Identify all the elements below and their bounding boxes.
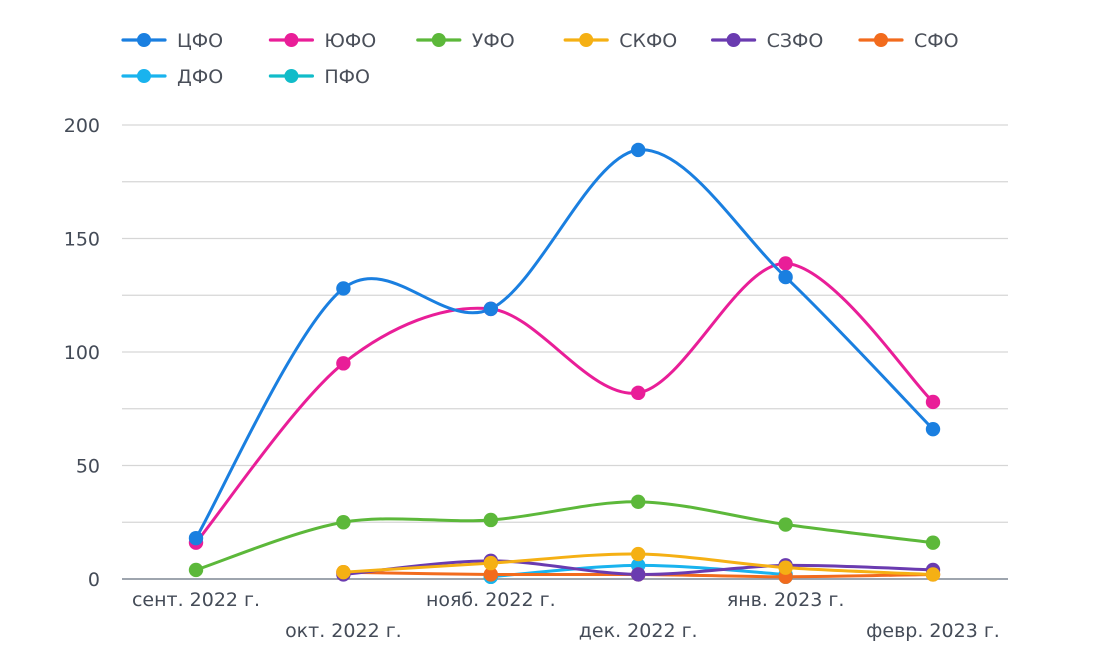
data-point[interactable] — [188, 562, 204, 578]
data-point[interactable] — [631, 546, 646, 562]
y-tick-label: 100 — [64, 342, 100, 364]
legend-marker — [137, 33, 151, 47]
legend-label: СКФО — [619, 30, 677, 52]
x-tick-label: нояб. 2022 г. — [426, 589, 556, 611]
series-lines — [194, 148, 935, 579]
legend-item[interactable]: СКФО — [563, 30, 677, 52]
x-tick-label: дек. 2022 г. — [579, 620, 698, 642]
legend-marker — [874, 33, 888, 47]
data-point[interactable] — [925, 567, 941, 582]
legend-item[interactable]: ЦФО — [121, 30, 223, 52]
x-axis: сент. 2022 г. окт. 2022 г. нояб. 2022 г. де… — [132, 589, 1000, 642]
data-point[interactable] — [483, 512, 498, 528]
legend-label: ЮФО — [324, 30, 376, 52]
legend-marker — [137, 69, 151, 83]
data-point[interactable] — [483, 567, 498, 582]
data-point[interactable] — [778, 517, 793, 532]
x-tick-label: окт. 2022 г. — [285, 620, 402, 642]
data-point[interactable] — [188, 530, 204, 546]
legend-marker — [579, 33, 594, 47]
legend-item[interactable]: СФО — [858, 30, 959, 52]
legend-marker — [284, 69, 299, 83]
legend-marker — [431, 33, 446, 47]
data-point[interactable] — [483, 555, 498, 571]
legend-item[interactable]: ПФО — [268, 66, 370, 88]
data-point[interactable] — [336, 515, 351, 530]
y-tick-label: 0 — [88, 569, 100, 591]
data-point[interactable] — [631, 385, 646, 401]
y-axis: 0 50 100 150 200 — [64, 115, 100, 591]
data-point[interactable] — [336, 281, 351, 296]
legend-label: ЦФО — [177, 30, 223, 52]
legend-item[interactable]: УФО — [416, 30, 515, 52]
series-line — [194, 500, 935, 572]
data-point[interactable] — [925, 535, 941, 550]
x-tick-label: сент. 2022 г. — [132, 589, 260, 611]
data-point[interactable] — [778, 269, 793, 285]
legend-item[interactable]: СЗФО — [710, 30, 824, 52]
legend-label: ДФО — [177, 66, 223, 88]
legend-item[interactable]: ДФО — [121, 66, 223, 88]
data-point[interactable] — [925, 421, 941, 437]
y-tick-label: 200 — [64, 115, 100, 137]
legend-label: СФО — [914, 30, 959, 52]
y-tick-label: 50 — [76, 456, 100, 478]
x-tick-label: февр. 2023 г. — [866, 620, 1000, 642]
legend-marker — [726, 33, 741, 47]
legend-label: УФО — [472, 30, 515, 52]
data-point[interactable] — [336, 356, 351, 371]
data-point[interactable] — [631, 142, 646, 158]
data-point[interactable] — [778, 256, 793, 271]
legend-item[interactable]: ЮФО — [268, 30, 376, 52]
legend-marker — [284, 33, 299, 47]
y-tick-label: 150 — [64, 229, 100, 251]
x-tick-label: янв. 2023 г. — [727, 589, 845, 611]
series-points — [188, 142, 941, 584]
legend-label: ПФО — [324, 66, 370, 88]
grid — [122, 124, 1008, 580]
data-point[interactable] — [631, 494, 646, 510]
series-line — [194, 148, 935, 540]
series-line — [194, 261, 935, 545]
data-point[interactable] — [631, 567, 646, 582]
legend: ЦФО ЮФО УФО СКФО СЗФО СФО ДФО ПФО — [121, 30, 959, 88]
data-point[interactable] — [336, 564, 351, 580]
data-point[interactable] — [778, 560, 793, 575]
legend-label: СЗФО — [767, 30, 824, 52]
data-point[interactable] — [483, 301, 498, 317]
data-point[interactable] — [925, 394, 941, 410]
